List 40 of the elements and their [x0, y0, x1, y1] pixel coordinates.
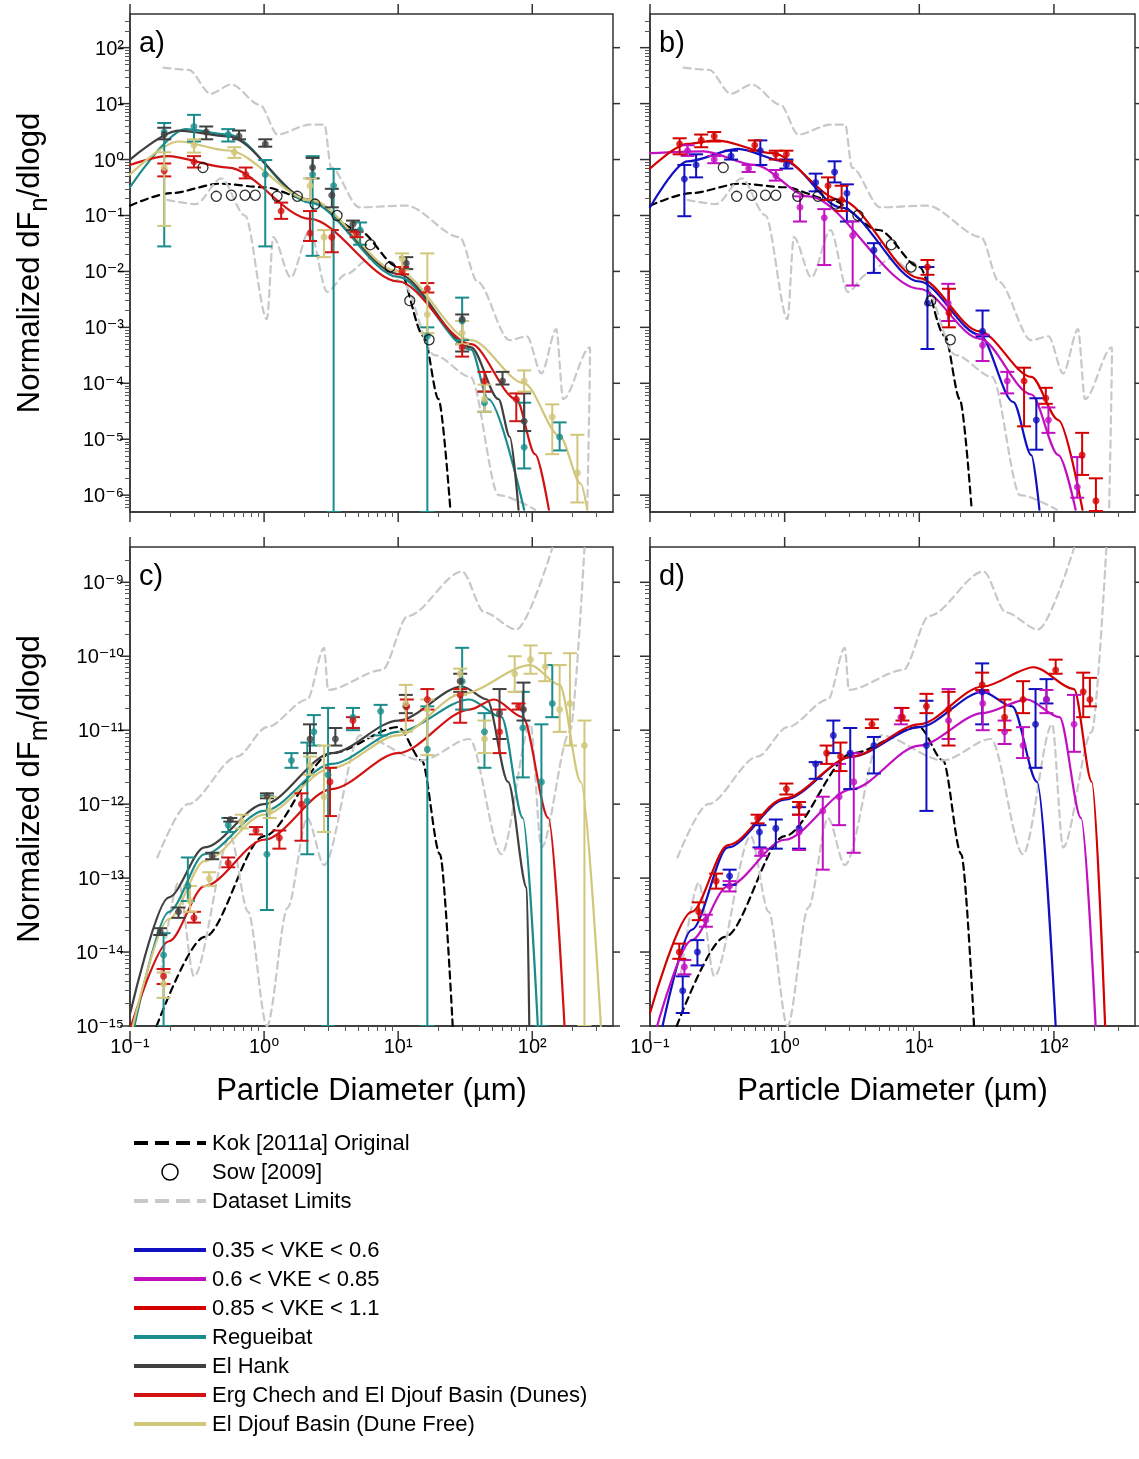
chart-title: c) [139, 558, 164, 591]
x-tick-label: 10⁻¹ [630, 1035, 671, 1057]
y-tick-label: 10⁻¹² [77, 793, 125, 816]
y-tick-label: 10⁻¹³ [77, 867, 125, 890]
legend-label: 0.6 < VKE < 0.85 [212, 1265, 380, 1292]
legend-label: 0.35 < VKE < 0.6 [212, 1236, 380, 1263]
chart-title: d) [659, 558, 685, 591]
y-tick-label: 10⁻⁹ [82, 571, 124, 594]
y-tick-label: 10⁻⁶ [82, 484, 124, 507]
legend-label: Dataset Limits [212, 1187, 352, 1214]
x-tick-label: 10¹ [383, 1035, 413, 1057]
legend-label: Regueibat [212, 1323, 313, 1350]
y-tick-label: 10⁻¹¹ [77, 719, 125, 742]
x-tick-label: 10² [1039, 1035, 1069, 1057]
y-tick-label: 10⁻⁴ [82, 372, 124, 395]
legend-label: Kok [2011a] Original [212, 1129, 410, 1156]
legend-label: Erg Chech and El Djouf Basin (Dunes) [212, 1381, 588, 1408]
y-tick-label: 10⁰ [93, 148, 124, 171]
y-tick-label: 10⁻⁵ [82, 428, 124, 451]
x-tick-label: 10⁻¹ [110, 1035, 151, 1057]
legend-label: 0.85 < VKE < 1.1 [212, 1294, 380, 1321]
y-tick-label: 10² [95, 36, 125, 59]
legend-label: El Djouf Basin (Dune Free) [212, 1410, 475, 1437]
x-tick-label: 10⁰ [248, 1035, 280, 1057]
x-axis-title: Particle Diameter (µm) [216, 1072, 527, 1107]
chart-title: a) [139, 25, 165, 58]
x-axis-title: Particle Diameter (µm) [737, 1072, 1048, 1107]
y-tick-label: 10⁻¹⁵ [76, 1015, 124, 1037]
y-tick-label: 10⁻² [84, 260, 125, 283]
x-tick-label: 10² [517, 1035, 548, 1057]
y-tick-label: 10⁻¹ [84, 204, 125, 227]
x-tick-label: 10¹ [904, 1035, 935, 1057]
legend-label: El Hank [212, 1352, 290, 1379]
y-tick-label: 10¹ [95, 92, 125, 115]
y-tick-label: 10⁻¹⁴ [75, 941, 124, 964]
y-tick-label: 10⁻³ [84, 316, 125, 339]
chart-title: b) [659, 25, 685, 58]
legend-label: Sow [2009] [212, 1158, 323, 1185]
y-tick-label: 10⁻¹⁰ [76, 645, 124, 668]
x-tick-label: 10⁰ [769, 1035, 800, 1057]
